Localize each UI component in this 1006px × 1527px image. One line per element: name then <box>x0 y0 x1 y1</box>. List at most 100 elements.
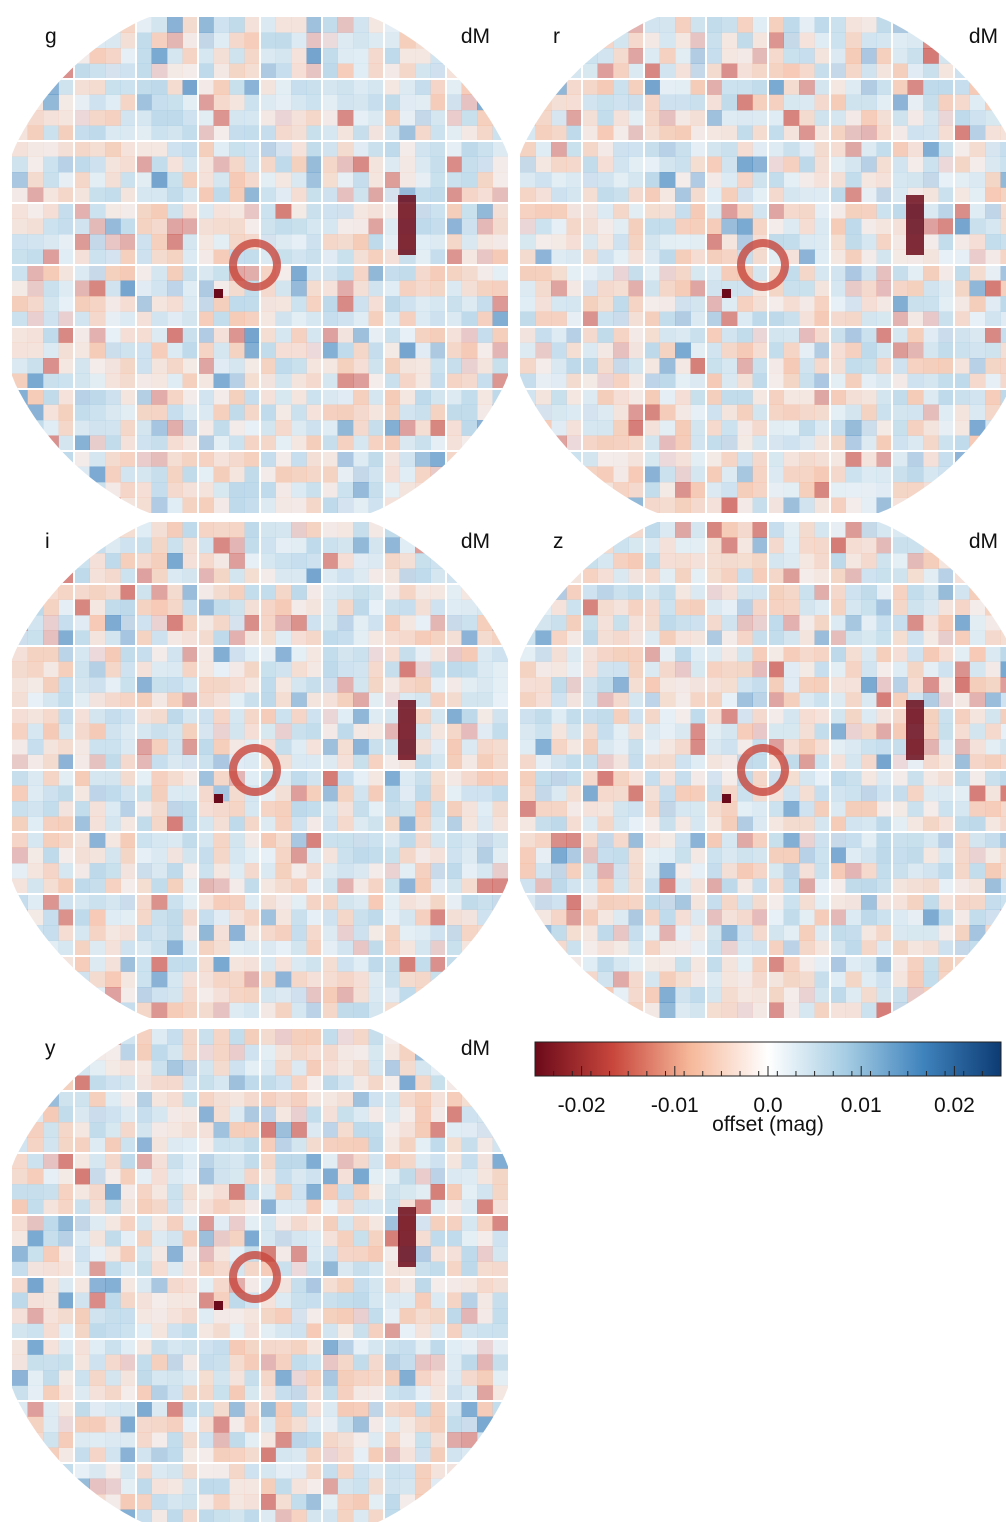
map-cell <box>660 327 676 343</box>
map-cell <box>493 312 509 328</box>
map-cell <box>753 451 769 467</box>
map-cell <box>167 987 183 1003</box>
map-cell <box>276 941 292 957</box>
map-cell <box>245 925 261 941</box>
map-cell <box>861 817 877 833</box>
map-cell <box>706 755 722 771</box>
map-cell <box>369 925 385 941</box>
map-cell <box>167 677 183 693</box>
map-cell <box>338 1153 354 1169</box>
map-cell <box>384 693 400 709</box>
map-cell <box>877 770 893 786</box>
map-cell <box>338 770 354 786</box>
map-cell <box>384 894 400 910</box>
map-cell <box>644 436 660 452</box>
map-cell <box>415 538 431 554</box>
map-cell <box>691 188 707 204</box>
map-cell <box>551 662 567 678</box>
map-cell <box>985 600 1001 616</box>
map-cell <box>753 553 769 569</box>
map-cell <box>493 677 509 693</box>
map-cell <box>768 141 784 157</box>
map-cell <box>90 1122 106 1138</box>
map-cell <box>245 941 261 957</box>
map-cell <box>830 801 846 817</box>
map-cell <box>28 234 44 250</box>
map-cell <box>59 817 75 833</box>
map-cell <box>28 33 44 49</box>
map-cell <box>520 910 536 926</box>
map-cell <box>90 1231 106 1247</box>
map-cell <box>582 615 598 631</box>
map-cell <box>582 1003 598 1019</box>
map-cell <box>384 1091 400 1107</box>
map-cell <box>214 234 230 250</box>
map-cell <box>784 817 800 833</box>
map-cell <box>369 126 385 142</box>
map-cell <box>369 1029 385 1045</box>
map-cell <box>431 405 447 421</box>
map-cell <box>846 110 862 126</box>
map-cell <box>12 1417 28 1433</box>
map-cell <box>229 1076 245 1092</box>
map-cell <box>908 817 924 833</box>
map-cell <box>152 157 168 173</box>
map-cell <box>152 343 168 359</box>
map-cell <box>536 110 552 126</box>
map-cell <box>830 724 846 740</box>
map-cell <box>892 405 908 421</box>
map-cell <box>985 584 1001 600</box>
map-cell <box>939 863 955 879</box>
map-cell <box>260 95 276 111</box>
map-cell <box>183 863 199 879</box>
map-cell <box>136 188 152 204</box>
map-cell <box>1001 584 1006 600</box>
map-cell <box>830 956 846 972</box>
map-cell <box>90 972 106 988</box>
map-cell <box>446 848 462 864</box>
map-cell <box>214 1200 230 1216</box>
map-cell <box>74 615 90 631</box>
map-cell <box>462 389 478 405</box>
map-cell <box>90 1370 106 1386</box>
map-cell <box>598 203 614 219</box>
map-cell <box>400 17 416 33</box>
map-cell <box>28 1153 44 1169</box>
map-cell <box>477 1003 493 1019</box>
map-cell <box>291 79 307 95</box>
map-cell <box>415 157 431 173</box>
map-cell <box>954 941 970 957</box>
map-cell <box>446 482 462 498</box>
map-cell <box>276 910 292 926</box>
map-cell <box>939 956 955 972</box>
map-cell <box>493 1107 509 1123</box>
map-cell <box>105 327 121 343</box>
map-cell <box>59 203 75 219</box>
map-cell <box>338 538 354 554</box>
map-cell <box>322 296 338 312</box>
map-cell <box>536 615 552 631</box>
map-cell <box>121 482 137 498</box>
map-cell <box>477 1200 493 1216</box>
map-cell <box>861 33 877 49</box>
map-cell <box>446 817 462 833</box>
map-cell <box>353 1045 369 1061</box>
map-cell <box>167 327 183 343</box>
map-cell <box>105 631 121 647</box>
map-cell <box>152 203 168 219</box>
map-cell <box>152 126 168 142</box>
map-cell <box>415 374 431 390</box>
map-cell <box>74 755 90 771</box>
map-cell <box>136 389 152 405</box>
map-cell <box>229 343 245 359</box>
map-cell <box>536 296 552 312</box>
map-cell <box>59 64 75 80</box>
map-cell <box>892 95 908 111</box>
map-cell <box>12 972 28 988</box>
map-cell <box>830 910 846 926</box>
map-cell <box>136 1355 152 1371</box>
map-cell <box>431 724 447 740</box>
map-cell <box>737 327 753 343</box>
map-cell <box>90 48 106 64</box>
map-cell <box>43 584 59 600</box>
